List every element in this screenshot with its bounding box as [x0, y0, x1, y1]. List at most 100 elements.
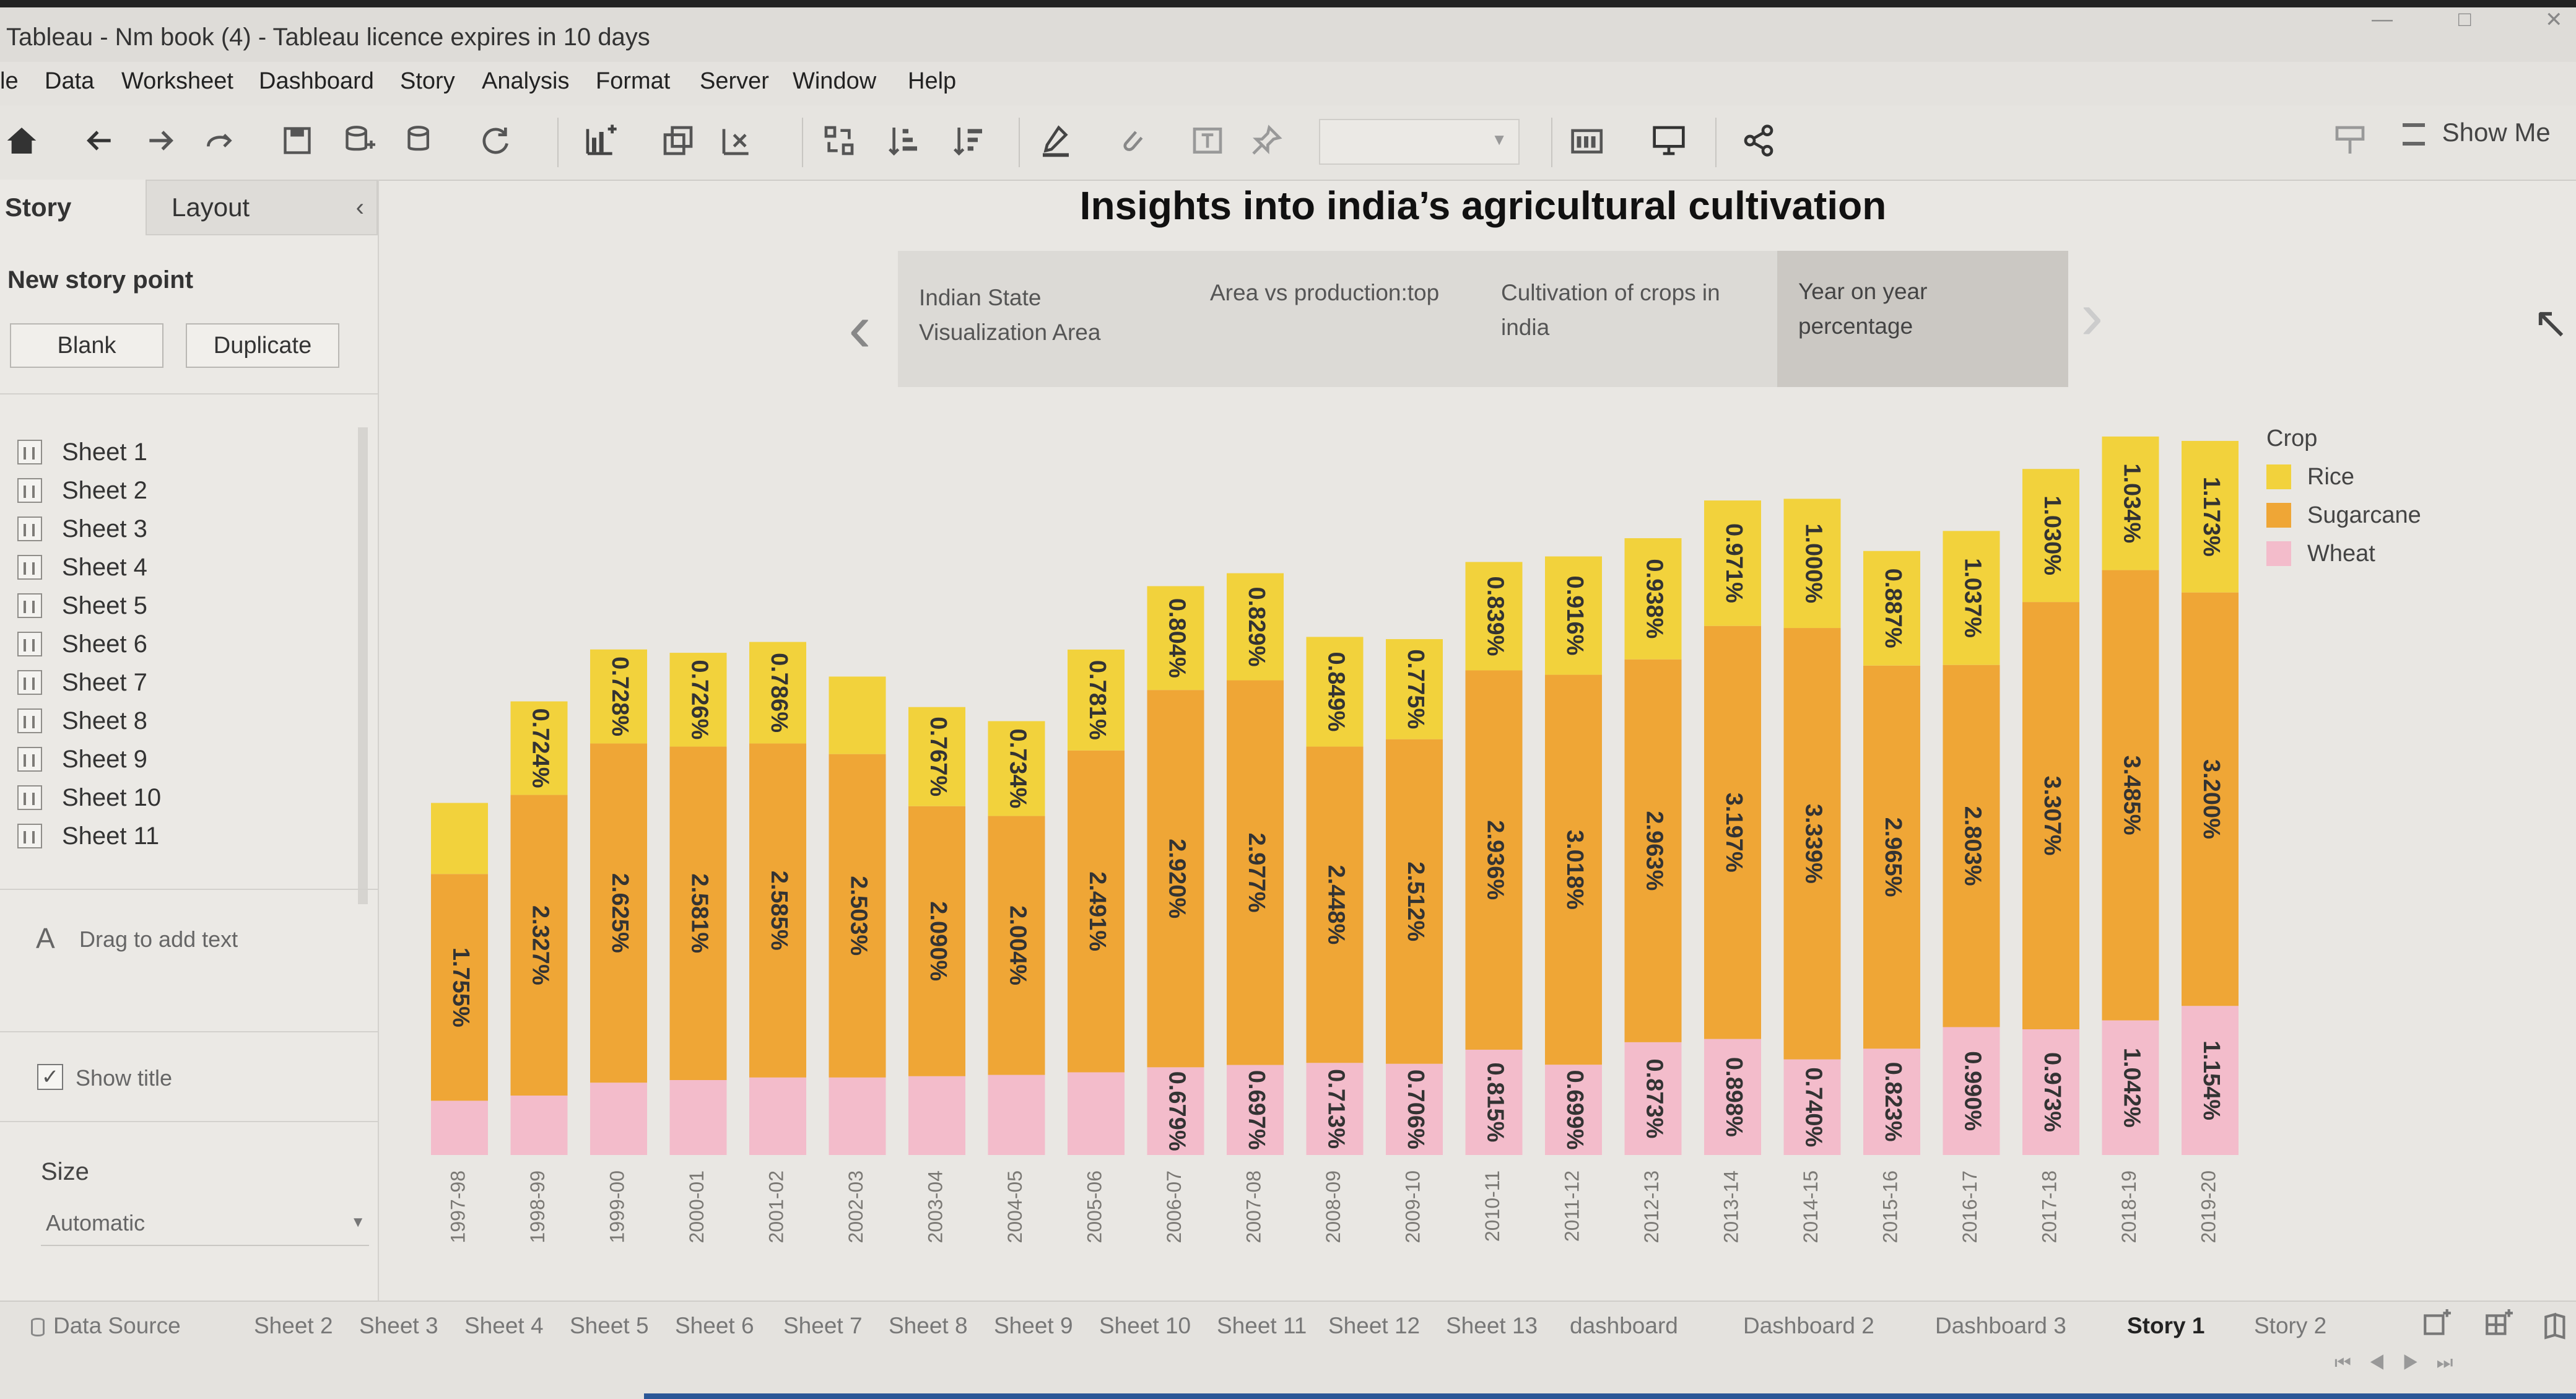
bar-segment-rice[interactable]: [1624, 538, 1682, 660]
sheet-list-item[interactable]: Sheet 5: [17, 587, 147, 624]
bar-segment-rice[interactable]: [2102, 436, 2159, 570]
bar-segment-sugarcane[interactable]: [749, 743, 806, 1078]
sheet-list-item[interactable]: Sheet 10: [17, 779, 161, 816]
sheet-tab[interactable]: Sheet 4: [464, 1313, 544, 1338]
bar-segment-sugarcane[interactable]: [1227, 680, 1284, 1065]
menu-analysis[interactable]: Analysis: [482, 68, 570, 94]
bar-segment-sugarcane[interactable]: [1386, 739, 1443, 1064]
new-worksheet-icon[interactable]: [579, 119, 622, 162]
sheet-tab[interactable]: Sheet 13: [1446, 1313, 1538, 1338]
sheet-tab[interactable]: Sheet 8: [889, 1313, 968, 1338]
sheet-tab[interactable]: Story 2: [2254, 1313, 2327, 1338]
bar-segment-sugarcane[interactable]: [988, 816, 1045, 1075]
sheet-list-item[interactable]: Sheet 7: [17, 664, 147, 701]
bar-segment-wheat[interactable]: [1306, 1063, 1364, 1155]
story-prev-arrow-icon[interactable]: ‹: [848, 290, 871, 366]
fix-axes-icon[interactable]: [1245, 119, 1288, 162]
bar-segment-rice[interactable]: [590, 649, 647, 744]
sheet-tab[interactable]: Sheet 2: [254, 1313, 333, 1338]
sort-descending-icon[interactable]: [947, 119, 991, 162]
bar-segment-wheat[interactable]: [2182, 1006, 2239, 1155]
bar-segment-sugarcane[interactable]: [1545, 674, 1602, 1065]
bar-segment-sugarcane[interactable]: [1783, 628, 1841, 1060]
share-icon[interactable]: [1737, 119, 1780, 162]
bar-segment-rice[interactable]: [1386, 638, 1443, 739]
bar-segment-wheat[interactable]: [1704, 1039, 1761, 1155]
story-point-2[interactable]: Area vs production:top: [1189, 251, 1480, 387]
show-title-checkbox[interactable]: ✓: [37, 1064, 63, 1090]
show-mark-labels-icon[interactable]: [1186, 119, 1229, 162]
menu-story[interactable]: Story: [400, 68, 455, 94]
bar-segment-sugarcane[interactable]: [1704, 625, 1761, 1039]
sheet-tab[interactable]: Sheet 3: [359, 1313, 438, 1338]
sheet-list-item[interactable]: Sheet 3: [17, 510, 147, 547]
bar-segment-sugarcane[interactable]: [2102, 570, 2159, 1021]
bar-segment-wheat[interactable]: [1783, 1059, 1841, 1155]
menu-file[interactable]: le: [0, 68, 19, 94]
bar-segment-rice[interactable]: [2022, 469, 2079, 603]
drag-to-add-text[interactable]: Drag to add text: [79, 926, 238, 952]
bar-segment-wheat[interactable]: [510, 1096, 568, 1155]
menu-format[interactable]: Format: [596, 68, 671, 94]
bar-segment-sugarcane[interactable]: [1465, 670, 1523, 1050]
sheet-tab[interactable]: Sheet 10: [1099, 1313, 1191, 1338]
maximize-icon[interactable]: □: [2458, 7, 2471, 31]
forward-arrow-icon[interactable]: [139, 119, 183, 162]
bar-segment-wheat[interactable]: [1545, 1065, 1602, 1155]
sheet-tab[interactable]: Sheet 12: [1328, 1313, 1421, 1338]
sheet-list-item[interactable]: Sheet 8: [17, 702, 147, 739]
bar-segment-rice[interactable]: [829, 676, 886, 754]
bar-segment-rice[interactable]: [1068, 649, 1125, 751]
bar-segment-rice[interactable]: [431, 803, 488, 874]
bar-segment-sugarcane[interactable]: [1943, 665, 2000, 1027]
show-me-button[interactable]: Show Me: [2403, 118, 2551, 147]
sheet-tab[interactable]: Dashboard 2: [1743, 1313, 1874, 1338]
story-next-arrow-icon[interactable]: ›: [2081, 277, 2104, 354]
bar-segment-rice[interactable]: [1943, 531, 2000, 665]
sheet-list-item[interactable]: Sheet 1: [17, 434, 147, 471]
sheet-tab[interactable]: Story 1: [2127, 1313, 2205, 1338]
bar-segment-wheat[interactable]: [431, 1100, 488, 1155]
refresh-icon[interactable]: [474, 119, 517, 162]
menu-data[interactable]: Data: [45, 68, 95, 94]
duplicate-sheet-icon[interactable]: [656, 119, 700, 162]
size-dropdown[interactable]: Automatic ▼: [41, 1201, 369, 1246]
bar-segment-sugarcane[interactable]: [669, 746, 727, 1080]
pin-icon[interactable]: [2328, 119, 2372, 162]
bar-segment-rice[interactable]: [1465, 562, 1523, 671]
bar-segment-wheat[interactable]: [749, 1077, 806, 1155]
story-point-1[interactable]: Indian State Visualization Area: [898, 251, 1189, 387]
pause-updates-icon[interactable]: [399, 119, 443, 162]
sheet-list-scrollbar[interactable]: [358, 427, 368, 904]
sheet-list-item[interactable]: Sheet 6: [17, 625, 147, 663]
bar-segment-rice[interactable]: [908, 707, 965, 806]
bar-segment-rice[interactable]: [988, 721, 1045, 816]
bar-segment-rice[interactable]: [749, 642, 806, 744]
menu-worksheet[interactable]: Worksheet: [121, 68, 233, 94]
bar-segment-wheat[interactable]: [1147, 1067, 1204, 1155]
bar-segment-wheat[interactable]: [829, 1077, 886, 1155]
bar-segment-sugarcane[interactable]: [590, 743, 647, 1083]
fit-dropdown[interactable]: ▼: [1319, 119, 1520, 165]
bar-segment-rice[interactable]: [1783, 499, 1841, 629]
bar-segment-sugarcane[interactable]: [829, 754, 886, 1078]
new-story-tab-icon[interactable]: [2542, 1309, 2573, 1340]
sheet-tab[interactable]: Sheet 5: [570, 1313, 649, 1338]
bar-segment-wheat[interactable]: [1943, 1027, 2000, 1155]
bar-segment-rice[interactable]: [1147, 586, 1204, 691]
bar-segment-rice[interactable]: [1545, 556, 1602, 675]
bar-segment-rice[interactable]: [2182, 440, 2239, 593]
data-source-tab[interactable]: Data Source: [31, 1313, 181, 1339]
sheet-tab[interactable]: Sheet 7: [783, 1313, 863, 1338]
legend-label-sugarcane[interactable]: Sugarcane: [2307, 502, 2421, 528]
menu-help[interactable]: Help: [908, 68, 957, 94]
sheet-list-item[interactable]: Sheet 11: [17, 817, 159, 855]
bar-segment-wheat[interactable]: [1465, 1049, 1523, 1155]
bar-segment-sugarcane[interactable]: [2182, 592, 2239, 1006]
bar-segment-sugarcane[interactable]: [1306, 746, 1364, 1063]
tab-layout[interactable]: Layout ‹: [146, 180, 378, 235]
duplicate-button[interactable]: Duplicate: [186, 323, 339, 368]
bar-segment-sugarcane[interactable]: [431, 874, 488, 1101]
minimize-icon[interactable]: —: [2372, 7, 2393, 31]
bar-segment-sugarcane[interactable]: [1068, 750, 1125, 1073]
